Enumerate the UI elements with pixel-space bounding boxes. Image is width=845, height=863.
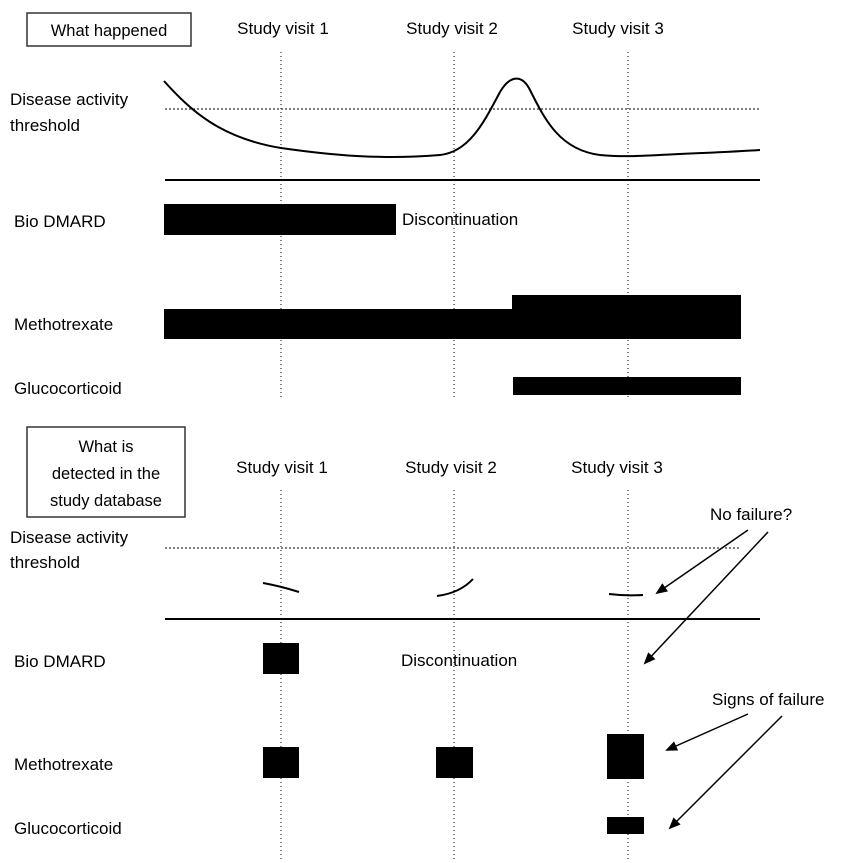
no-failure-annotation: No failure? xyxy=(710,505,792,524)
top-visit-3-label: Study visit 3 xyxy=(572,19,664,38)
bottom-title-line3: study database xyxy=(50,492,162,510)
bottom-title-line2: detected in the xyxy=(52,465,160,483)
bottom-activity-segment-visit-3 xyxy=(608,593,644,597)
bottom-row-bio-dmard-label: Bio DMARD xyxy=(14,652,106,671)
bottom-visit-1-label: Study visit 1 xyxy=(236,458,328,477)
bottom-methotrexate-visit-3 xyxy=(607,734,644,779)
top-glucocorticoid-bar xyxy=(513,377,741,395)
bottom-visit-2-label: Study visit 2 xyxy=(405,458,497,477)
top-title: What happened xyxy=(51,22,168,40)
bottom-activity-segment-visit-1 xyxy=(262,582,300,593)
top-threshold-label: Disease activity xyxy=(10,90,129,109)
bottom-title-box xyxy=(26,426,186,518)
top-discontinuation-label: Discontinuation xyxy=(402,210,518,229)
no-failure-arrow-2 xyxy=(643,531,769,665)
top-disease-activity-curve xyxy=(163,77,761,159)
no-failure-arrow-1 xyxy=(655,529,749,595)
bottom-row-methotrexate-label: Methotrexate xyxy=(14,755,113,774)
bottom-visit-3-label: Study visit 3 xyxy=(571,458,663,477)
bottom-panel: What is detected in the study database S… xyxy=(10,426,824,860)
top-row-methotrexate-label: Methotrexate xyxy=(14,315,113,334)
signs-of-failure-annotation: Signs of failure xyxy=(712,690,824,709)
bottom-title-line1: What is xyxy=(78,438,133,456)
top-row-glucocorticoid-label: Glucocorticoid xyxy=(14,379,122,398)
top-visit-1-label: Study visit 1 xyxy=(237,19,329,38)
bottom-discontinuation-label: Discontinuation xyxy=(401,651,517,670)
top-threshold-label-line2: threshold xyxy=(10,116,80,135)
bottom-activity-segment-visit-2 xyxy=(436,578,474,597)
top-bio-dmard-bar xyxy=(164,204,396,235)
bottom-threshold-label: Disease activity xyxy=(10,528,129,547)
signs-of-failure-arrow-1 xyxy=(665,713,749,751)
top-panel: What happened Study visit 1 Study visit … xyxy=(10,12,761,400)
bottom-row-glucocorticoid-label: Glucocorticoid xyxy=(14,819,122,838)
bottom-glucocorticoid-visit-3 xyxy=(607,817,644,834)
top-row-bio-dmard-label: Bio DMARD xyxy=(14,212,106,231)
bottom-methotrexate-visit-1 xyxy=(263,747,299,778)
top-methotrexate-bar-high xyxy=(512,295,741,339)
top-methotrexate-bar-low xyxy=(164,309,514,339)
bottom-threshold-label-line2: threshold xyxy=(10,553,80,572)
top-visit-2-label: Study visit 2 xyxy=(406,19,498,38)
bottom-bio-dmard-visit-1 xyxy=(263,643,299,674)
top-title-box xyxy=(26,12,192,47)
bottom-methotrexate-visit-2 xyxy=(436,747,473,778)
signs-of-failure-arrow-2 xyxy=(668,715,783,830)
